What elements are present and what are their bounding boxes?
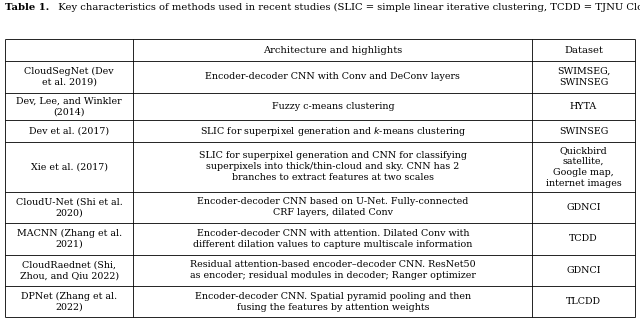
Text: Key characteristics of methods used in recent studies (SLIC = simple linear iter: Key characteristics of methods used in r… [52, 3, 640, 12]
Text: HYTA: HYTA [570, 102, 597, 111]
Text: Residual attention-based encoder–decoder CNN. ResNet50
as encoder; residual modu: Residual attention-based encoder–decoder… [190, 260, 476, 280]
Text: SWIMSEG,
SWINSEG: SWIMSEG, SWINSEG [557, 67, 611, 87]
Text: CloudSegNet (Dev
et al. 2019): CloudSegNet (Dev et al. 2019) [24, 67, 114, 87]
Text: Fuzzy c-means clustering: Fuzzy c-means clustering [271, 102, 394, 111]
Text: GDNCI: GDNCI [566, 266, 601, 275]
Text: Encoder-decoder CNN based on U-Net. Fully-connected
CRF layers, dilated Conv: Encoder-decoder CNN based on U-Net. Full… [197, 197, 468, 217]
Text: MACNN (Zhang et al.
2021): MACNN (Zhang et al. 2021) [17, 229, 122, 249]
Text: Dev, Lee, and Winkler
(2014): Dev, Lee, and Winkler (2014) [17, 96, 122, 116]
Text: Table 1.: Table 1. [5, 3, 49, 12]
Text: CloudRaednet (Shi,
Zhou, and Qiu 2022): CloudRaednet (Shi, Zhou, and Qiu 2022) [20, 260, 119, 280]
Text: Xie et al. (2017): Xie et al. (2017) [31, 162, 108, 171]
Text: Dataset: Dataset [564, 46, 603, 55]
Text: CloudU-Net (Shi et al.
2020): CloudU-Net (Shi et al. 2020) [16, 197, 123, 217]
Text: Dev et al. (2017): Dev et al. (2017) [29, 127, 109, 136]
Text: Quickbird
satellite,
Google map,
internet images: Quickbird satellite, Google map, interne… [546, 146, 621, 188]
Text: SLIC for superpixel generation and CNN for classifying
superpixels into thick/th: SLIC for superpixel generation and CNN f… [199, 151, 467, 182]
Text: Architecture and highlights: Architecture and highlights [263, 46, 403, 55]
Text: DPNet (Zhang et al.
2022): DPNet (Zhang et al. 2022) [21, 292, 117, 312]
Text: Encoder-decoder CNN with Conv and DeConv layers: Encoder-decoder CNN with Conv and DeConv… [205, 72, 460, 81]
Text: GDNCI: GDNCI [566, 203, 601, 212]
Text: SWINSEG: SWINSEG [559, 127, 608, 136]
Text: Encoder-decoder CNN. Spatial pyramid pooling and then
fusing the features by att: Encoder-decoder CNN. Spatial pyramid poo… [195, 292, 471, 312]
Text: TCDD: TCDD [569, 234, 598, 243]
Text: SLIC for superpixel generation and $k$-means clustering: SLIC for superpixel generation and $k$-m… [200, 125, 466, 138]
Text: Encoder-decoder CNN with attention. Dilated Conv with
different dilation values : Encoder-decoder CNN with attention. Dila… [193, 229, 472, 249]
Text: TLCDD: TLCDD [566, 297, 601, 306]
